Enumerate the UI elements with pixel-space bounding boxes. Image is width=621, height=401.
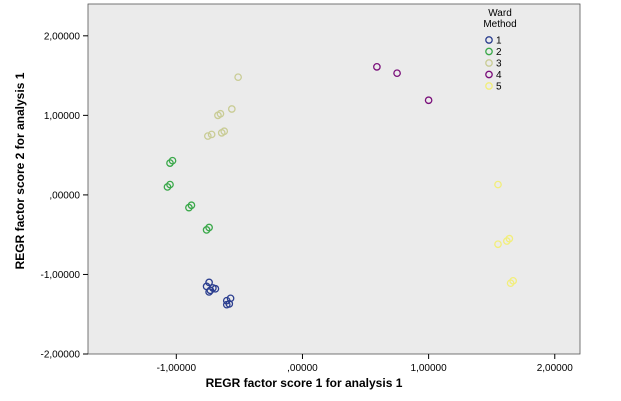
legend-title-line-2: Method [483,19,516,30]
legend-label-3: 3 [496,59,502,70]
legend-label-1: 1 [496,36,502,47]
data-point-series-3 [217,129,226,137]
data-point-series-1 [205,288,213,296]
data-points [163,62,517,309]
data-point-series-3 [214,111,222,120]
legend-marker-4 [485,70,493,79]
data-point-series-2 [202,226,211,234]
data-point-series-4 [373,62,381,71]
x-tick-label: -1,00000 [157,363,197,374]
y-axis-title: REGR factor score 2 for analysis 1 [13,72,27,269]
x-tick-label: 2,00000 [537,363,574,374]
data-point-series-1 [211,284,220,293]
y-tick-label: -1,00000 [41,270,81,281]
legend-title-line-1: Ward [488,8,512,19]
legend-label-4: 4 [496,70,502,81]
legend-label-2: 2 [496,47,502,58]
data-point-series-3 [207,130,216,139]
data-point-series-4 [424,96,433,105]
data-point-series-2 [185,203,193,212]
y-axis: -2,00000 -1,00000 ,00000 1,00000 2,00000 [41,31,88,361]
legend-marker-2 [485,47,493,56]
y-tick-label: ,00000 [49,190,80,201]
legend-marker-5 [485,82,493,90]
data-point-series-5 [494,180,502,189]
x-tick-label: 1,00000 [411,363,448,374]
y-tick-label: 2,00000 [44,31,81,42]
data-point-series-2 [166,159,174,167]
data-point-series-5 [506,279,515,288]
data-point-series-3 [234,73,242,82]
y-tick-label: -2,00000 [41,350,81,361]
data-point-series-3 [227,105,236,113]
x-axis-title: REGR factor score 1 for analysis 1 [206,376,403,390]
data-point-series-5 [502,237,511,245]
y-tick-label: 1,00000 [44,111,81,122]
data-point-series-5 [494,240,502,249]
data-point-series-2 [163,183,172,191]
legend-label-5: 5 [496,82,502,93]
data-point-series-3 [203,132,212,140]
plot-area [87,3,581,355]
data-point-series-4 [393,69,401,78]
x-axis: -1,00000 ,00000 1,00000 2,00000 [157,354,574,374]
legend-marker-3 [485,59,493,67]
x-tick-label: ,00000 [287,363,318,374]
data-point-series-1 [222,300,231,309]
legend-marker-1 [485,36,493,44]
